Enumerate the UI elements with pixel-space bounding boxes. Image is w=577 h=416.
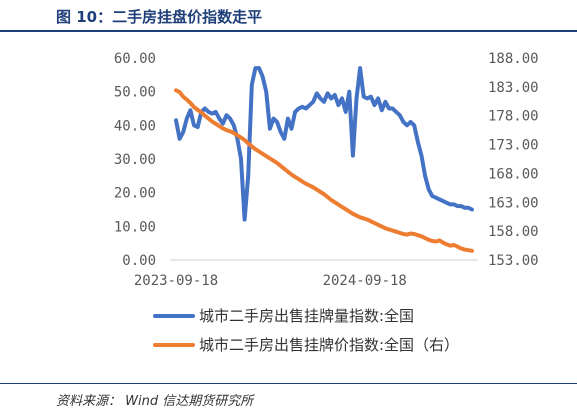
y-right-tick-label: 163.00 (488, 195, 539, 211)
source-note: 资料来源： Wind 信达期货研究所 (56, 394, 254, 409)
title-bar: 图 10：二手房挂盘价指数走平 (0, 0, 577, 32)
chart-title: 图 10：二手房挂盘价指数走平 (56, 8, 263, 26)
chart-area: 0.00 10.00 20.00 30.00 40.00 50.00 60.00 153.0… (114, 51, 539, 354)
y-left-tick-label: 20.00 (114, 186, 156, 202)
series-line-1 (174, 66, 474, 222)
y-right-tick-label: 153.00 (488, 253, 539, 269)
y-left-tick-label: 50.00 (114, 85, 156, 101)
y-right-tick-label: 183.00 (488, 80, 539, 96)
y-right-tick-label: 173.00 (488, 138, 539, 154)
y-axis-left: 0.00 10.00 20.00 30.00 40.00 50.00 60.00 (114, 51, 156, 269)
series-group (174, 66, 474, 253)
footer-divider (0, 383, 577, 384)
x-axis: 2023-09-18 2024-09-18 (134, 273, 407, 289)
x-tick-label: 2024-09-18 (323, 273, 407, 289)
y-right-tick-label: 188.00 (488, 51, 539, 67)
legend-label-1: 城市二手房出售挂牌量指数:全国 (199, 307, 414, 325)
y-left-tick-label: 30.00 (114, 152, 156, 168)
legend-label-2: 城市二手房出售挂牌价指数:全国（右） (199, 336, 459, 354)
y-right-tick-label: 178.00 (488, 109, 539, 125)
y-left-tick-label: 60.00 (114, 51, 156, 67)
series-line-2 (174, 88, 474, 253)
y-right-tick-label: 168.00 (488, 166, 539, 182)
x-tick-label: 2023-09-18 (134, 273, 218, 289)
y-axis-right: 153.00 158.00 163.00 168.00 173.00 178.00 183.… (488, 51, 539, 269)
y-left-tick-label: 40.00 (114, 118, 156, 134)
y-left-tick-label: 10.00 (114, 219, 156, 235)
y-left-tick-label: 0.00 (122, 253, 156, 269)
y-right-tick-label: 158.00 (488, 224, 539, 240)
